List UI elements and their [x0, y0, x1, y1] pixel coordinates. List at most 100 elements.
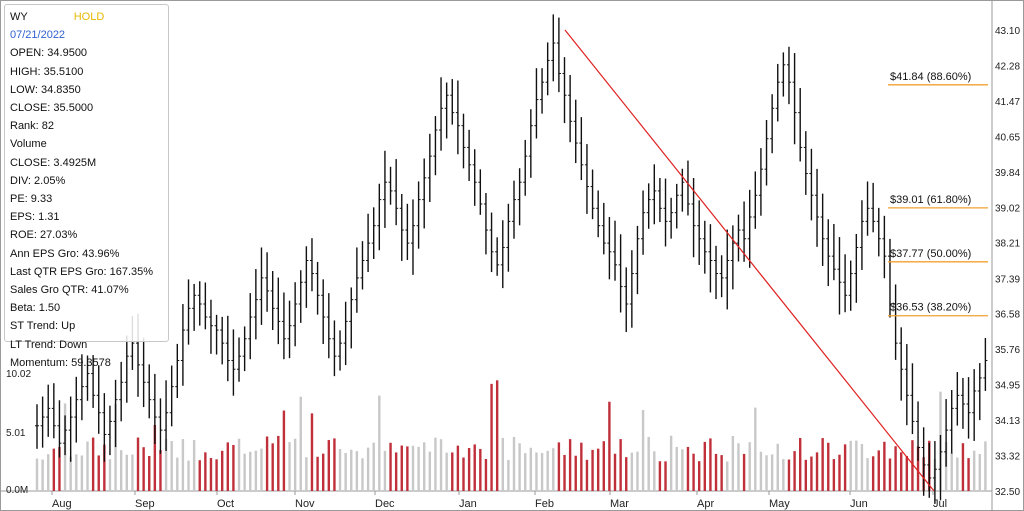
volume-bar	[153, 424, 157, 491]
price-tick-label: 34.13	[995, 416, 1020, 427]
volume-bar	[557, 442, 561, 491]
volume-bar	[58, 447, 61, 491]
stat-row: ST Trend: Up	[10, 320, 76, 333]
volume-bar	[630, 452, 634, 491]
month-label: Jan	[459, 498, 477, 510]
volume-bar	[372, 442, 375, 491]
volume-bar	[501, 437, 504, 491]
volume-bar	[52, 448, 56, 491]
stat-row: CLOSE: 3.4925M	[10, 156, 97, 169]
month-label: Apr	[697, 498, 714, 510]
volume-bar	[888, 458, 892, 491]
volume-bar	[686, 446, 690, 491]
volume-tick-label: 5.01	[6, 428, 26, 439]
volume-bar	[512, 436, 516, 491]
volume-bar	[759, 451, 763, 491]
volume-bar	[877, 450, 880, 491]
volume-bar	[271, 443, 274, 491]
price-tick-label: 39.02	[995, 203, 1020, 214]
volume-bar	[125, 454, 128, 491]
volume-bar	[282, 410, 286, 491]
stat-row: DIV: 2.05%	[10, 174, 66, 187]
volume-bar	[871, 456, 875, 491]
volume-bar	[978, 453, 981, 491]
month-label: Mar	[610, 498, 629, 510]
volume-bar	[417, 446, 420, 491]
volume-bar	[608, 401, 611, 491]
volume-bar	[159, 450, 162, 491]
volume-bar	[277, 435, 280, 491]
volume-bar	[591, 449, 594, 491]
month-label: Jul	[933, 498, 947, 510]
volume-bar	[237, 438, 241, 491]
volume-bar	[288, 442, 291, 491]
volume-bar	[119, 450, 123, 491]
volume-bar	[838, 454, 841, 491]
price-tick-label: 37.39	[995, 274, 1020, 285]
volume-bar	[799, 437, 802, 491]
volume-bar	[316, 456, 319, 491]
volume-bar	[35, 458, 39, 491]
volume-bar	[709, 438, 712, 491]
volume-bar	[720, 455, 723, 491]
month-label: Jun	[850, 498, 868, 510]
volume-bar	[333, 438, 336, 491]
volume-bar	[490, 383, 493, 491]
volume-bar	[181, 439, 185, 491]
month-axis-labels: Aug Sep Oct Nov Dec Jan Feb Mar Apr May Jun Jul	[51, 491, 947, 510]
volume-bar	[462, 457, 465, 491]
volume-bar	[114, 403, 117, 491]
volume-bar	[383, 450, 387, 491]
volume-bar	[815, 452, 819, 491]
volume-bar	[669, 435, 673, 491]
volume-bar	[327, 440, 331, 491]
volume-bar	[529, 447, 533, 491]
volume-bar	[187, 460, 190, 491]
volume-bar	[827, 442, 830, 491]
price-tick-label: 33.32	[995, 451, 1020, 462]
volume-bar	[580, 442, 583, 491]
volume-bar	[894, 446, 897, 491]
volume-bar	[664, 461, 667, 491]
volume-bar	[574, 455, 577, 491]
volume-bar	[681, 449, 684, 491]
volume-bar	[310, 413, 314, 491]
volume-bar	[41, 459, 44, 491]
volume-bar	[69, 456, 72, 491]
volume-bar	[832, 459, 836, 491]
volume-bar	[905, 455, 909, 491]
volume-bar	[793, 451, 796, 491]
volume-bar	[467, 448, 471, 491]
volume-bar	[305, 457, 308, 491]
volume-bar	[209, 458, 213, 491]
volume-bar	[507, 459, 510, 491]
volume-bar	[344, 452, 347, 491]
volume-bar	[883, 441, 886, 491]
volume-bar	[411, 445, 415, 491]
volume-axis-labels: 10.02 5.01 0.0M	[6, 369, 31, 496]
month-label: Sep	[135, 498, 155, 510]
volume-bar	[103, 444, 106, 491]
volume-bar	[226, 442, 229, 491]
stat-row: Ann EPS Gro: 43.96%	[10, 247, 120, 260]
volume-bar	[434, 437, 437, 491]
volume-bar	[148, 455, 151, 491]
volume-bar	[198, 460, 201, 491]
volume-bar	[754, 407, 757, 491]
volume-bar	[389, 442, 392, 491]
price-tick-label: 40.65	[995, 133, 1020, 144]
volume-bar	[866, 458, 869, 491]
volume-bar	[636, 451, 639, 491]
volume-bar	[703, 441, 706, 491]
volume-bar	[647, 436, 650, 491]
price-axis-labels: 43.10 42.28 41.47 40.65 39.84 39.02 38.21 37.39…	[995, 26, 1020, 498]
volume-bar	[714, 453, 718, 491]
price-tick-label: 36.58	[995, 310, 1020, 321]
volume-bar	[350, 449, 353, 491]
price-tick-label: 41.47	[995, 97, 1020, 108]
volume-bar	[658, 461, 662, 491]
volume-bar	[322, 453, 325, 491]
volume-bar	[366, 447, 370, 491]
volume-bar	[243, 453, 246, 491]
volume-bar	[552, 448, 555, 491]
